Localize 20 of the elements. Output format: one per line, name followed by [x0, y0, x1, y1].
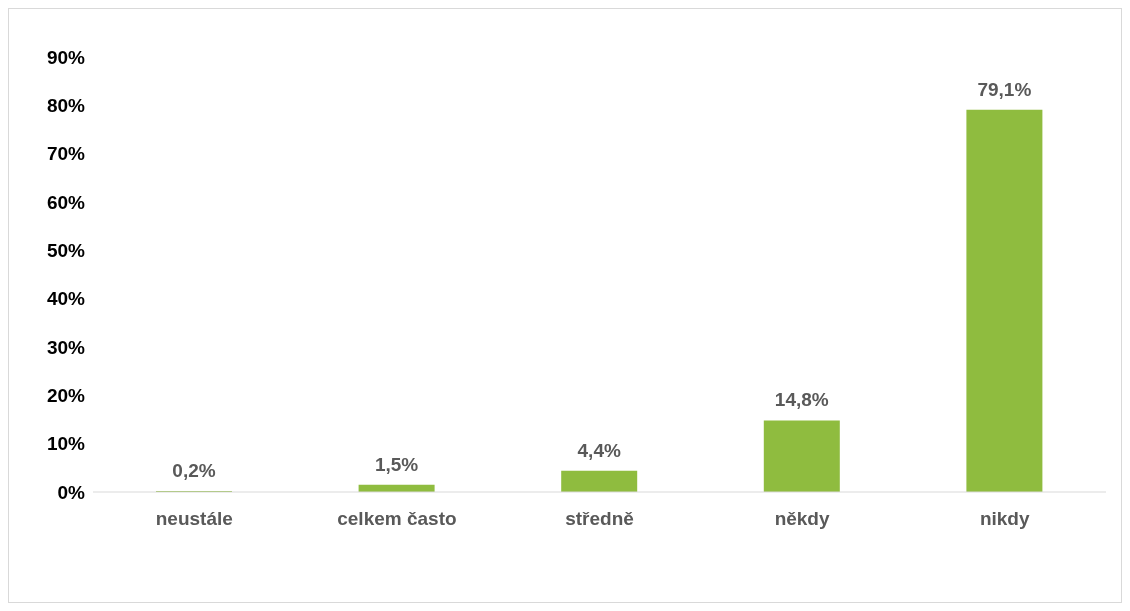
data-label: 79,1%	[977, 78, 1032, 100]
data-label: 1,5%	[374, 453, 419, 475]
y-tick-label: 20%	[46, 385, 86, 407]
y-tick-label: 40%	[46, 288, 86, 310]
y-tick-label: 80%	[46, 95, 86, 117]
y-tick-label: 0%	[57, 481, 86, 503]
x-tick-label: nikdy	[979, 508, 1030, 530]
x-tick-label: středně	[565, 508, 634, 530]
y-tick-label: 60%	[46, 191, 86, 213]
x-tick-label: neustále	[155, 508, 233, 530]
x-tick-label: celkem často	[337, 508, 457, 530]
y-tick-label: 90%	[46, 46, 86, 68]
data-label: 4,4%	[577, 439, 621, 461]
data-label: 0,2%	[172, 460, 216, 482]
data-label: 14,8%	[774, 389, 829, 411]
y-tick-label: 50%	[46, 240, 86, 262]
x-tick-label: někdy	[774, 508, 830, 530]
y-tick-label: 10%	[46, 433, 86, 455]
y-tick-label: 30%	[46, 336, 86, 358]
y-tick-label: 70%	[46, 143, 86, 165]
